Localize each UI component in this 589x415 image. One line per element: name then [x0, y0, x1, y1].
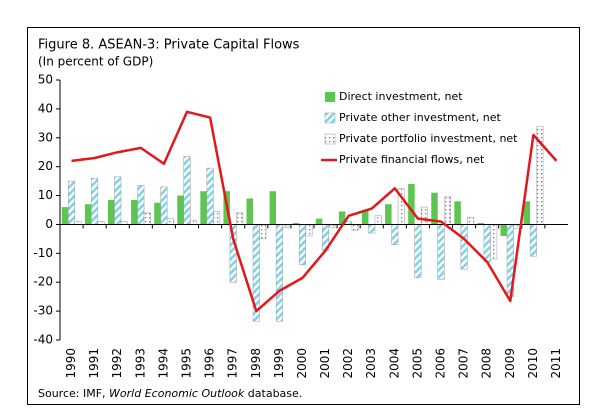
- bar: [84, 204, 92, 225]
- bar: [315, 218, 323, 225]
- x-tick-label: 2000: [295, 348, 309, 379]
- bar: [143, 212, 151, 225]
- y-tick-label: 30: [38, 130, 53, 144]
- bar: [154, 202, 161, 225]
- x-tick-label: 2010: [526, 348, 540, 379]
- y-tick-label: -10: [33, 246, 53, 260]
- source-text: database.: [244, 387, 302, 400]
- bar: [298, 224, 306, 266]
- x-tick-label: 2007: [457, 348, 471, 379]
- bar: [431, 192, 438, 225]
- y-tick-label: 10: [38, 188, 53, 202]
- bar: [131, 199, 138, 225]
- bar: [305, 224, 313, 237]
- y-tick-label: -20: [33, 275, 53, 289]
- bar: [275, 224, 283, 322]
- bar: [500, 224, 508, 236]
- bar: [213, 211, 221, 225]
- bar: [246, 198, 254, 225]
- legend-label: Private portfolio investment, net: [339, 132, 518, 145]
- legend-swatch: [324, 112, 336, 124]
- bar: [200, 191, 207, 225]
- bar: [477, 223, 484, 225]
- x-tick-label: 2003: [364, 348, 378, 379]
- x-tick-label: 2005: [410, 348, 424, 379]
- x-tick-label: 1996: [203, 348, 217, 379]
- bar: [490, 224, 498, 260]
- bar: [236, 212, 244, 225]
- bar: [269, 191, 277, 225]
- y-tick-label: 20: [38, 159, 53, 173]
- bar: [460, 224, 468, 270]
- bar: [183, 156, 191, 225]
- y-tick-label: -40: [33, 333, 53, 347]
- x-tick-label: 1993: [133, 348, 147, 379]
- x-tick-label: 1990: [64, 348, 78, 379]
- bar: [338, 211, 346, 225]
- x-tick-label: 2001: [318, 348, 332, 379]
- x-tick-label: 1994: [156, 348, 170, 379]
- bar: [420, 206, 428, 225]
- bar: [368, 224, 376, 234]
- bar: [190, 219, 197, 225]
- y-tick-label: 40: [38, 101, 53, 115]
- bar: [513, 224, 521, 230]
- x-tick-label: 1991: [87, 348, 101, 379]
- x-tick-label: 2011: [549, 348, 563, 379]
- bar: [166, 218, 174, 225]
- x-tick-label: 2006: [434, 348, 448, 379]
- x-tick-label: 1999: [272, 348, 286, 379]
- bar: [529, 224, 537, 257]
- x-tick-label: 1992: [110, 348, 124, 379]
- bar: [160, 186, 168, 225]
- chart-title: Figure 8. ASEAN-3: Private Capital Flows: [38, 38, 300, 53]
- bar: [177, 195, 184, 225]
- source-title: World Economic Outlook: [109, 387, 245, 400]
- y-tick-label: 50: [38, 73, 53, 87]
- bar: [437, 224, 445, 280]
- source: Source: IMF, World Economic Outlook data…: [38, 387, 302, 400]
- x-tick-label: 2008: [480, 348, 494, 379]
- legend-label: Direct investment, net: [339, 90, 463, 103]
- x-tick-label: 2009: [503, 348, 517, 379]
- bar: [444, 196, 451, 225]
- bar: [259, 224, 267, 240]
- legend-swatch: [325, 92, 335, 102]
- legend-label: Private other investment, net: [339, 111, 501, 124]
- bar: [351, 224, 359, 231]
- chart-subtitle: (In percent of GDP): [38, 55, 153, 69]
- bar: [408, 184, 415, 225]
- bar: [68, 180, 76, 225]
- y-tick-label: -30: [33, 304, 53, 318]
- legend-swatch: [324, 133, 336, 145]
- bar: [61, 207, 69, 225]
- bar: [374, 215, 382, 225]
- x-tick-label: 1997: [226, 348, 240, 379]
- bar: [292, 223, 300, 225]
- bar: [114, 176, 122, 225]
- x-tick-label: 1995: [180, 348, 194, 379]
- bar: [206, 167, 214, 225]
- bar: [414, 224, 422, 279]
- bar: [454, 201, 461, 225]
- bar: [91, 177, 99, 225]
- y-tick-label: 0: [45, 217, 53, 231]
- bar: [361, 210, 369, 225]
- bar: [137, 185, 145, 225]
- bar: [467, 216, 475, 225]
- bar: [483, 224, 491, 263]
- legend-label: Private financial flows, net: [339, 153, 485, 166]
- bar: [523, 201, 531, 225]
- x-tick-label: 2004: [387, 348, 401, 379]
- bar: [385, 204, 392, 225]
- x-tick-label: 1998: [249, 348, 263, 379]
- line: [71, 110, 558, 313]
- bar: [391, 224, 399, 245]
- bar: [107, 199, 115, 225]
- source-text: Source: IMF,: [38, 387, 109, 400]
- x-tick-label: 2002: [341, 348, 355, 379]
